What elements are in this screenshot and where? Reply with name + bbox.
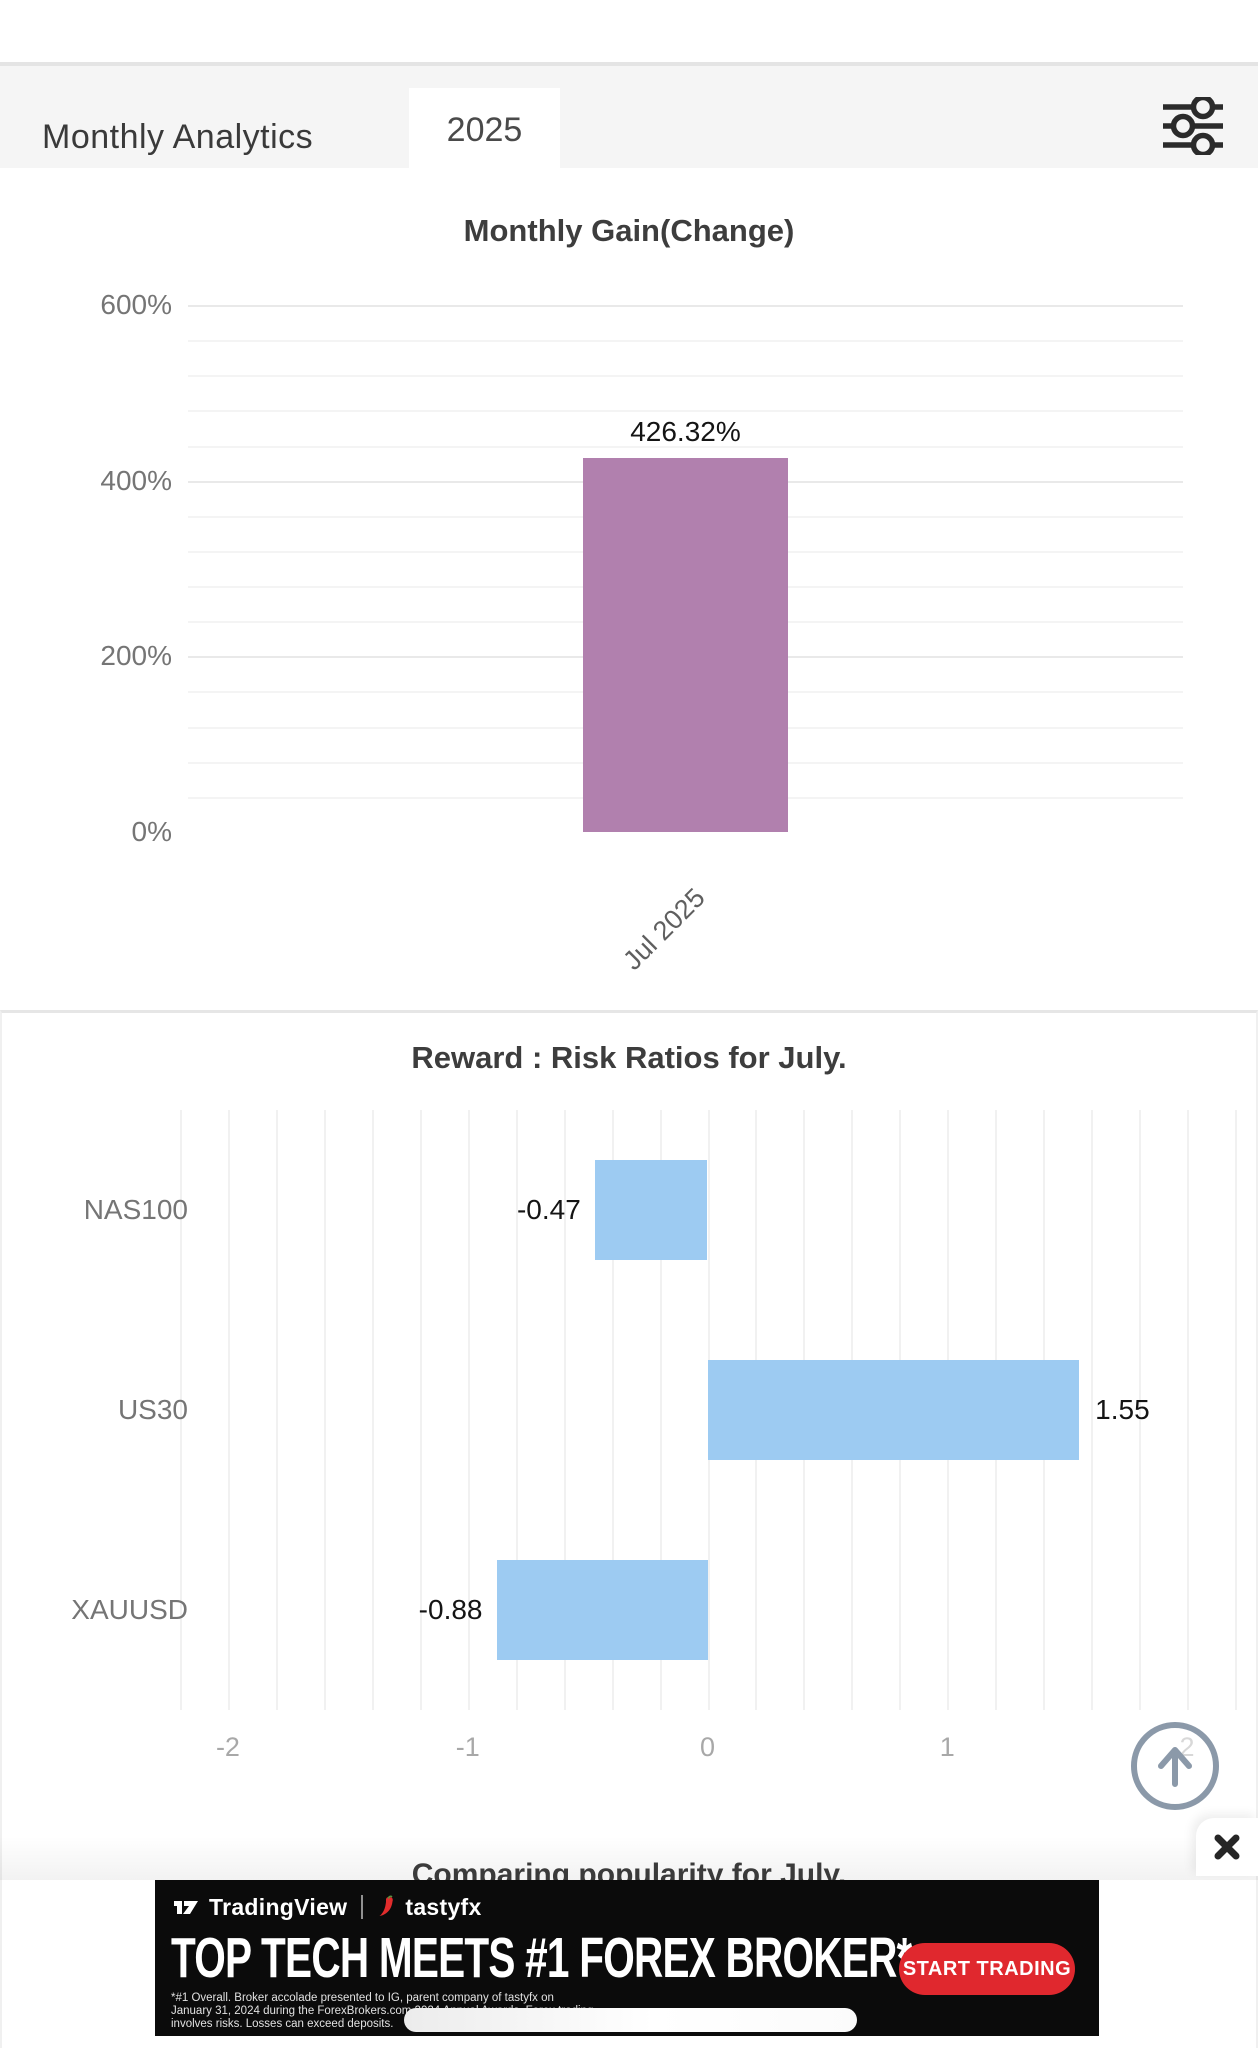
top-strip — [0, 0, 1258, 62]
category-label: US30 — [117, 1394, 188, 1425]
chili-pepper-icon — [379, 1895, 394, 1916]
gridline — [1187, 1110, 1190, 1710]
arrow-up-icon — [1158, 1747, 1192, 1787]
gridline — [659, 1110, 662, 1710]
category-label: XAUUSD — [71, 1594, 188, 1625]
gridline — [188, 375, 1183, 378]
bar-value-label: -0.47 — [516, 1194, 581, 1225]
ratio-bar[interactable] — [496, 1560, 708, 1660]
gridline — [563, 1110, 566, 1710]
page-title: Monthly Analytics — [42, 118, 314, 156]
scroll-to-top-button[interactable] — [1131, 1722, 1219, 1810]
gridline — [1139, 1110, 1142, 1710]
bar-value-label: -0.88 — [418, 1594, 483, 1625]
close-icon — [1214, 1834, 1240, 1860]
gridline — [275, 1110, 278, 1710]
gridline — [188, 340, 1183, 343]
ad-banner[interactable]: TradingView tastyfx TOP TECH MEETS #1 FO… — [155, 1880, 1099, 2036]
y-axis-tick-label: 200% — [100, 640, 172, 672]
risk-ratio-panel — [0, 1010, 1258, 2048]
x-axis-category-text: Jul 2025 — [617, 882, 712, 976]
y-axis-tick-label: 0% — [131, 816, 172, 847]
gridline — [323, 1110, 326, 1710]
ad-disclaimer-line: *#1 Overall. Broker accolade presented t… — [171, 1992, 554, 2004]
gridline — [180, 1110, 182, 1710]
tradingview-logo-icon — [174, 1901, 198, 1914]
ad-close-button[interactable] — [1196, 1818, 1258, 1876]
sliders-icon — [1163, 97, 1223, 155]
tab-2025[interactable]: 2025 — [409, 88, 560, 172]
gridline — [371, 1110, 374, 1710]
filter-button[interactable] — [1160, 96, 1226, 156]
y-axis-tick-label: 400% — [100, 464, 172, 496]
chart2-title: Reward : Risk Ratios for July. — [411, 1040, 847, 1075]
ad-drag-pill — [404, 2008, 857, 2032]
bar-value-label: 1.55 — [1095, 1394, 1150, 1425]
start-trading-button[interactable]: START TRADING — [899, 1943, 1075, 1995]
gridline — [515, 1110, 518, 1710]
ad-logos: TradingView tastyfx — [173, 1894, 482, 1920]
ad-disclaimer: *#1 Overall. Broker accolade presented t… — [171, 1992, 791, 2031]
tab-2025-label: 2025 — [446, 110, 523, 149]
ad-disclaimer-line: involves risks. Losses can exceed deposi… — [171, 2018, 394, 2030]
x-axis-tick-label: 0 — [699, 1732, 716, 1762]
ad-top-shadow — [0, 1836, 1258, 1880]
logo-separator — [361, 1895, 364, 1919]
monthly-gain-chart: 600% 400% 200% 0% 426.32% Jul 2025 — [100, 290, 1183, 976]
header-bar: Monthly Analytics 2025 — [0, 62, 1258, 172]
gridline — [419, 1110, 422, 1710]
x-axis-tick-label: -2 — [215, 1732, 240, 1762]
bar-value-label: 426.32% — [630, 415, 741, 447]
ad-headline: TOP TECH MEETS #1 FOREX BROKER* — [171, 1927, 912, 1990]
gridline — [467, 1110, 470, 1710]
gridline — [1091, 1110, 1094, 1710]
chart1-title: Monthly Gain(Change) — [463, 213, 795, 248]
gridline — [611, 1110, 614, 1710]
gain-bar[interactable] — [583, 457, 788, 832]
gridline — [227, 1110, 230, 1710]
tastyfx-wordmark: tastyfx — [405, 1893, 482, 1920]
tradingview-wordmark: TradingView — [209, 1893, 348, 1920]
gridline — [188, 445, 1183, 448]
gridline — [188, 305, 1183, 307]
gridline — [188, 410, 1183, 413]
gridline — [1235, 1110, 1237, 1710]
category-label: NAS100 — [83, 1194, 188, 1225]
y-axis-tick-label: 600% — [100, 289, 172, 320]
ratio-bar[interactable] — [594, 1160, 708, 1260]
x-axis-tick-label: -1 — [455, 1732, 480, 1762]
ratio-bar[interactable] — [707, 1360, 1080, 1460]
x-axis-tick-label: 1 — [939, 1732, 955, 1762]
